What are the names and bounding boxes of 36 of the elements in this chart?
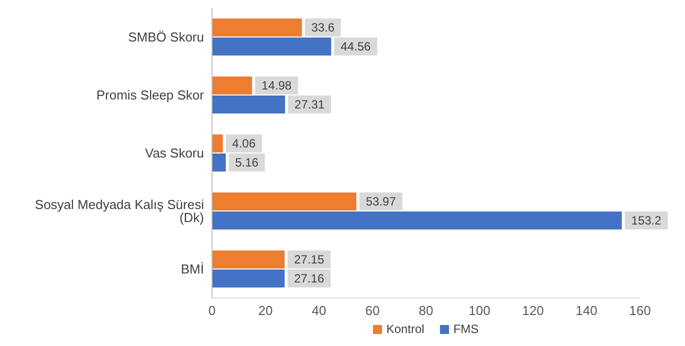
x-tick-label: 140	[576, 303, 598, 318]
y-tick-label: Vas Skoru	[144, 146, 204, 161]
data-label: 33.6	[311, 20, 335, 34]
x-tick-label: 80	[418, 303, 434, 318]
data-label: 27.16	[294, 271, 324, 286]
x-tick-label: 40	[312, 303, 326, 318]
data-label: 5.16	[235, 155, 259, 170]
x-tick-label: 120	[522, 303, 544, 318]
data-label: 27.31	[294, 97, 325, 112]
bar	[212, 76, 252, 94]
data-label: 44.56	[340, 39, 372, 54]
legend-label: Kontrol	[386, 322, 424, 336]
bar	[212, 153, 226, 172]
data-label: 14.98	[262, 78, 292, 92]
bar	[212, 18, 302, 36]
x-tick-label: 20	[258, 303, 273, 318]
bar	[212, 192, 356, 210]
x-tick-label: 0	[208, 303, 216, 318]
y-tick-label: Promis Sleep Skor	[96, 88, 205, 103]
y-tick-label: BMİ	[180, 262, 204, 277]
x-tick-label: 100	[468, 303, 490, 318]
x-tick-label: 160	[629, 303, 651, 318]
x-tick-label: 60	[365, 303, 380, 318]
data-label: 27.15	[294, 252, 324, 266]
y-tick-label: SMBÖ Skoru	[128, 30, 204, 45]
bar	[212, 250, 285, 268]
legend-label: FMS	[453, 322, 479, 336]
data-label: 53.97	[366, 194, 396, 208]
bar	[212, 211, 622, 230]
bar	[212, 95, 286, 114]
bar	[212, 37, 332, 56]
data-label: 153.2	[631, 213, 662, 228]
bar	[212, 134, 223, 152]
y-tick-label: Sosyal Medyada Kalış Süresi (Dk)	[34, 197, 204, 226]
data-label: 4.06	[232, 136, 256, 150]
bar	[212, 269, 285, 288]
